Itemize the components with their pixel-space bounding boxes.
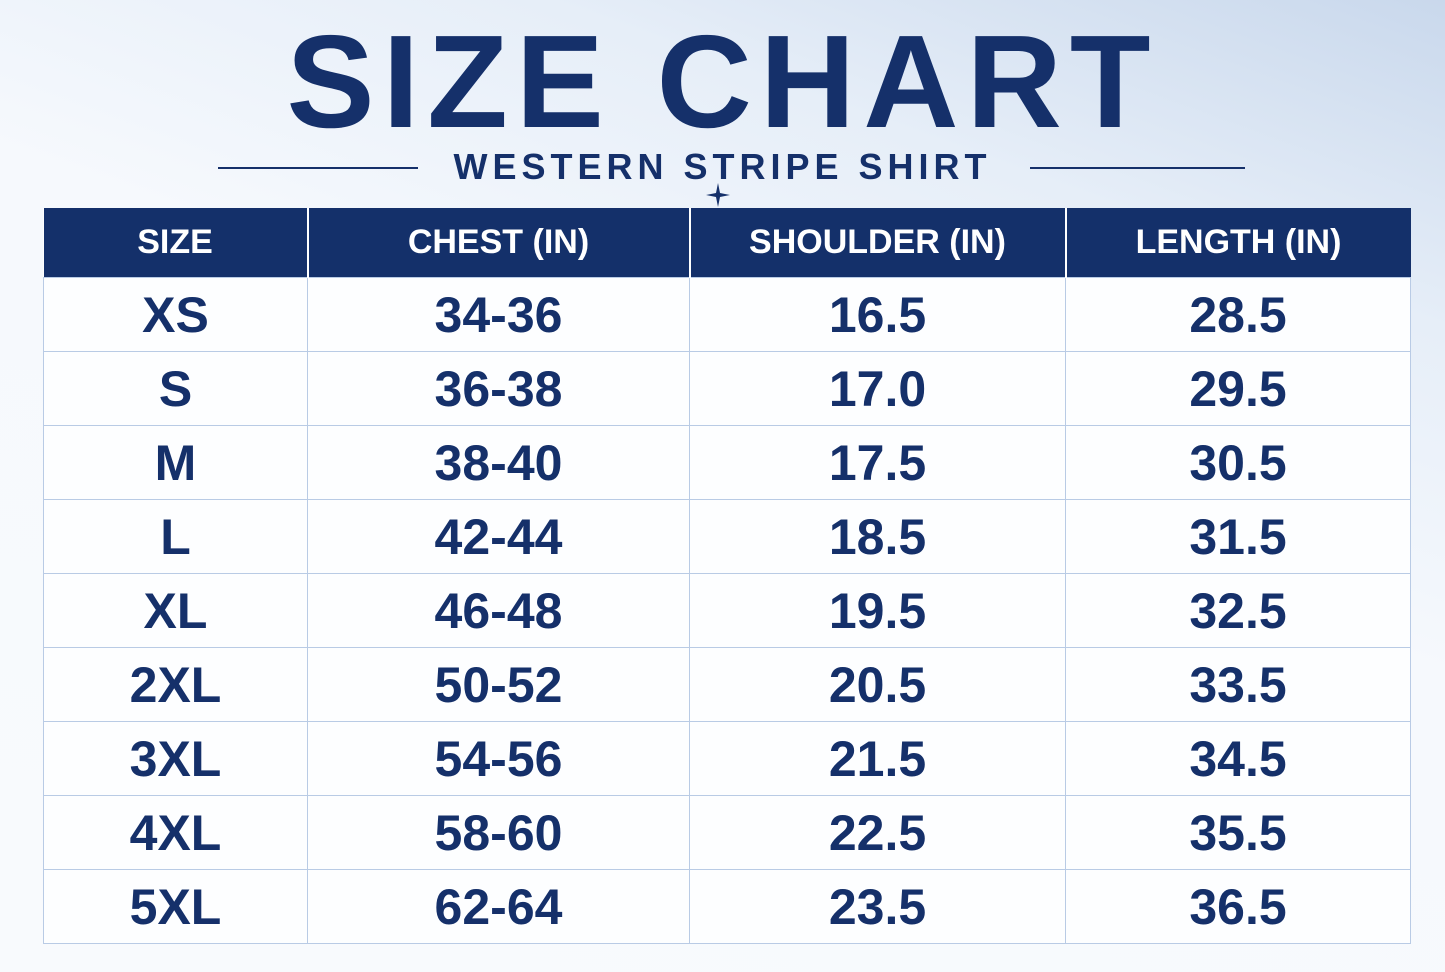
- table-cell: 2XL: [43, 647, 308, 722]
- table-cell: 46-48: [307, 573, 690, 648]
- table-cell: 42-44: [307, 499, 690, 574]
- table-row: S 36-38 17.0 29.5: [43, 351, 1411, 426]
- table-body: XS 34-36 16.5 28.5 S 36-38 17.0 29.5 M 38-40 17.5 3…: [43, 277, 1411, 944]
- table-cell: 32.5: [1065, 573, 1411, 648]
- table-cell: 62-64: [307, 869, 690, 944]
- table-cell: 23.5: [689, 869, 1066, 944]
- table-row: XL 46-48 19.5 32.5: [43, 573, 1411, 648]
- table-cell: 34.5: [1065, 721, 1411, 796]
- table-cell: L: [43, 499, 308, 574]
- column-header: SHOULDER (IN): [688, 208, 1066, 278]
- table-cell: XS: [43, 277, 308, 352]
- table-cell: 3XL: [43, 721, 308, 796]
- table-cell: 18.5: [689, 499, 1066, 574]
- table-cell: XL: [43, 573, 308, 648]
- table-cell: 50-52: [307, 647, 690, 722]
- table-cell: S: [43, 351, 308, 426]
- table-row: 3XL 54-56 21.5 34.5: [43, 721, 1411, 796]
- table-cell: 17.5: [689, 425, 1066, 500]
- table-cell: 36.5: [1065, 869, 1411, 944]
- table-cell: 35.5: [1065, 795, 1411, 870]
- table-cell: 28.5: [1065, 277, 1411, 352]
- table-cell: 17.0: [689, 351, 1066, 426]
- table-cell: 5XL: [43, 869, 308, 944]
- table-row: M 38-40 17.5 30.5: [43, 425, 1411, 500]
- table-cell: 20.5: [689, 647, 1066, 722]
- table-row: 4XL 58-60 22.5 35.5: [43, 795, 1411, 870]
- table-row: 5XL 62-64 23.5 36.5: [43, 869, 1411, 944]
- table-cell: 33.5: [1065, 647, 1411, 722]
- table-cell: 29.5: [1065, 351, 1411, 426]
- column-header: CHEST (IN): [306, 208, 690, 278]
- table-cell: 30.5: [1065, 425, 1411, 500]
- column-header: LENGTH (IN): [1064, 208, 1411, 278]
- rule: [1030, 167, 1245, 169]
- table-cell: 19.5: [689, 573, 1066, 648]
- table-cell: 58-60: [307, 795, 690, 870]
- table-cell: 16.5: [689, 277, 1066, 352]
- table-row: L 42-44 18.5 31.5: [43, 499, 1411, 574]
- header-row: SIZE CHEST (IN) SHOULDER (IN) LENGTH (IN): [43, 208, 1411, 278]
- table-row: 2XL 50-52 20.5 33.5: [43, 647, 1411, 722]
- column-header: SIZE: [43, 208, 308, 278]
- table-cell: 21.5: [689, 721, 1066, 796]
- table-cell: 34-36: [307, 277, 690, 352]
- table-cell: 54-56: [307, 721, 690, 796]
- table-cell: 38-40: [307, 425, 690, 500]
- table-cell: 31.5: [1065, 499, 1411, 574]
- title: SIZE CHART: [286, 8, 1159, 155]
- sparkle: [706, 183, 730, 207]
- table-cell: M: [43, 425, 308, 500]
- table-cell: 36-38: [307, 351, 690, 426]
- table-row: XS 34-36 16.5 28.5: [43, 277, 1411, 352]
- rule: [218, 167, 418, 169]
- table-cell: 22.5: [689, 795, 1066, 870]
- size-table: SIZE CHEST (IN) SHOULDER (IN) LENGTH (IN) X…: [43, 208, 1411, 944]
- subtitle: WESTERN STRIPE SHIRT: [453, 146, 992, 187]
- table-cell: 4XL: [43, 795, 308, 870]
